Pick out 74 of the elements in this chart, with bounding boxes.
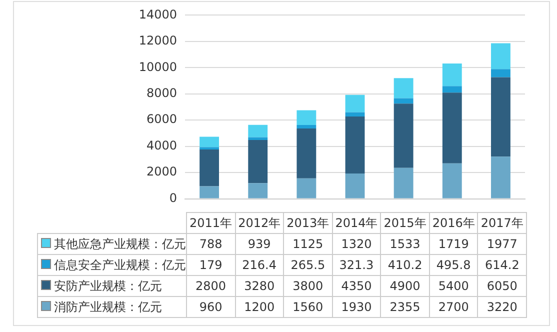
bar <box>491 43 510 70</box>
bar <box>200 186 219 198</box>
data-label: 939 <box>235 234 284 254</box>
bar <box>248 140 268 184</box>
bar <box>296 110 316 126</box>
bar <box>296 125 316 129</box>
bar <box>442 92 462 164</box>
data-label: 4900 <box>380 276 430 296</box>
data-label: 5400 <box>429 276 478 296</box>
data-label: 2700 <box>429 296 478 318</box>
x-tick-label: 2017年 <box>478 212 526 234</box>
data-label: 614.2 <box>478 254 526 276</box>
legend-label: 其他应急产业规模：亿元 <box>38 234 186 254</box>
bar <box>248 137 268 140</box>
y-tick-label: 12000 <box>138 34 177 48</box>
bar <box>345 116 365 174</box>
bar <box>491 69 510 78</box>
data-label: 3280 <box>235 276 284 296</box>
x-tick-label: 2011年 <box>186 212 236 234</box>
x-tick-label: 2016年 <box>429 212 478 234</box>
x-tick-label: 2012年 <box>235 212 284 234</box>
bar <box>442 86 462 93</box>
x-tick-label: 2015年 <box>380 212 430 234</box>
bar <box>345 112 365 116</box>
x-tick-label: 2014年 <box>332 212 381 234</box>
data-label: 1125 <box>284 234 332 254</box>
bar <box>442 64 462 86</box>
data-label: 788 <box>186 234 236 254</box>
data-label: 1977 <box>478 234 526 254</box>
y-tick-label: 14000 <box>138 7 177 22</box>
bar <box>248 183 268 198</box>
data-label: 2800 <box>186 276 236 296</box>
data-label: 179 <box>186 254 236 276</box>
bar <box>394 98 414 104</box>
data-label: 1200 <box>235 296 284 318</box>
data-label: 3220 <box>478 296 526 318</box>
data-label: 1533 <box>380 234 430 254</box>
bar <box>200 136 219 148</box>
data-label: 1930 <box>332 296 381 318</box>
legend-label: 信息安全产业规模：亿元 <box>38 254 186 276</box>
bar <box>491 156 510 198</box>
x-tick-label: 2013年 <box>284 212 332 234</box>
data-label: 6050 <box>478 276 526 296</box>
y-tick-label: 10000 <box>138 60 177 74</box>
bar <box>491 77 510 157</box>
data-label: 960 <box>186 296 236 318</box>
bar <box>345 173 365 198</box>
data-label: 1560 <box>284 296 332 318</box>
bar <box>200 149 219 186</box>
data-label: 2355 <box>380 296 430 318</box>
bar <box>394 104 414 168</box>
y-tick-label: 8000 <box>146 86 177 100</box>
data-label: 216.4 <box>235 254 284 276</box>
data-label: 321.3 <box>332 254 381 276</box>
data-label: 1320 <box>332 234 381 254</box>
legend-label: 消防产业规模：亿元 <box>38 296 186 318</box>
bar <box>394 168 414 198</box>
y-tick-label: 6000 <box>146 112 177 126</box>
data-label: 1719 <box>429 234 478 254</box>
y-tick-label: 4000 <box>146 138 177 152</box>
data-label: 265.5 <box>284 254 332 276</box>
bar <box>296 128 316 178</box>
y-tick-label: 2000 <box>146 164 177 179</box>
y-tick-label: 0 <box>169 190 177 205</box>
bar <box>394 78 414 98</box>
data-label: 495.8 <box>429 254 478 276</box>
data-label: 3800 <box>284 276 332 296</box>
bar <box>296 178 316 198</box>
bar <box>442 163 462 198</box>
legend-label: 安防产业规模：亿元 <box>38 276 186 296</box>
data-label: 4350 <box>332 276 381 296</box>
data-label: 410.2 <box>380 254 430 276</box>
bar <box>248 124 268 138</box>
bar <box>345 94 365 112</box>
